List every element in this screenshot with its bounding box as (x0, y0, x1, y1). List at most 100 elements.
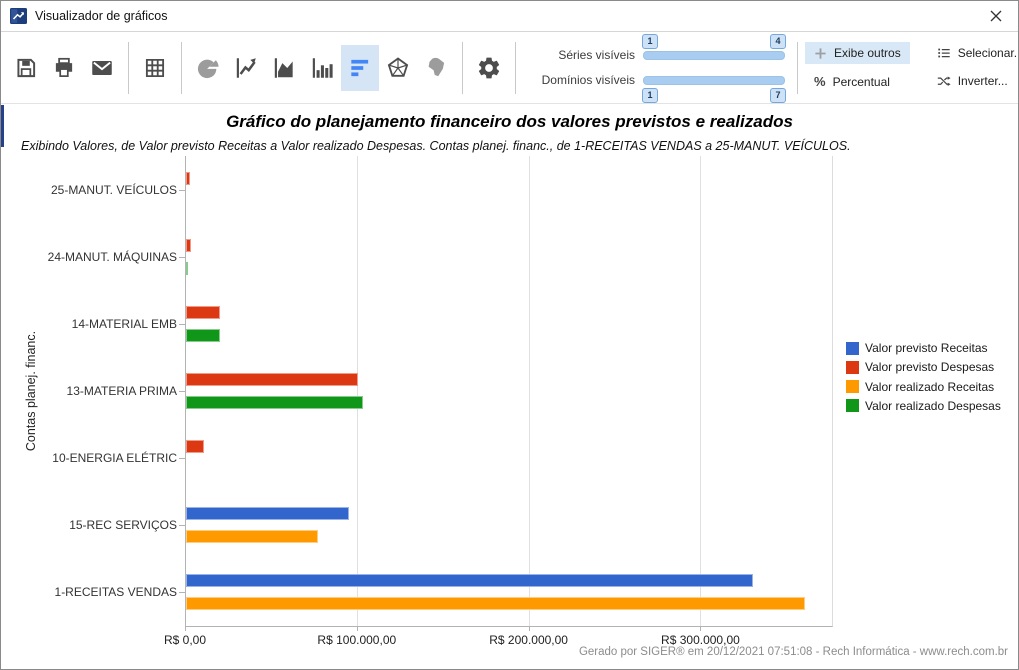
gridline (528, 156, 530, 626)
legend-label: Valor realizado Receitas (865, 379, 995, 394)
chart-subtitle: Exibindo Valores, de Valor previsto Rece… (21, 139, 851, 153)
area-chart-button[interactable] (265, 45, 303, 91)
legend-swatch (846, 360, 859, 374)
exibe-outros-button[interactable]: Exibe outros (805, 42, 910, 64)
pie-chart-icon (195, 55, 221, 81)
toolbar-separator (128, 41, 129, 94)
series-slider-track[interactable] (643, 50, 785, 60)
list-icon (937, 46, 951, 60)
percentual-button[interactable]: % Percentual (805, 70, 910, 93)
bar-valor-previsto-despesas (186, 440, 205, 454)
legend-item: Valor realizado Despesas (846, 399, 1001, 413)
window-title: Visualizador de gráficos (35, 9, 168, 23)
generated-by-footer: Gerado por SIGER® em 20/12/2021 07:51:08… (578, 646, 1008, 658)
bar-valor-realizado-despesas (186, 396, 363, 409)
gridline (356, 156, 358, 626)
visibility-sliders: Séries visíveis 1 4 Domínios visíveis 1 … (535, 33, 786, 103)
legend-item: Valor previsto Despesas (846, 360, 994, 374)
x-axis-tick-label: R$ 200.000,00 (489, 633, 568, 647)
category-label: 25-MANUT. VEÍCULOS (50, 182, 177, 197)
series-slider-max-handle[interactable]: 4 (770, 33, 786, 49)
series-slider-label: Séries visíveis (558, 48, 635, 62)
save-button[interactable] (7, 45, 45, 91)
radar-chart-button[interactable] (379, 45, 417, 91)
bar-valor-realizado-receitas (186, 597, 805, 611)
x-axis-tick (356, 627, 358, 631)
domains-slider-label: Domínios visíveis (541, 73, 635, 87)
legend-label: Valor previsto Receitas (865, 341, 988, 355)
y-axis-tick (179, 525, 185, 527)
chart-area: Gráfico do planejamento financeiro dos v… (1, 104, 1018, 669)
table-button[interactable] (136, 45, 174, 91)
line-chart-button[interactable] (227, 45, 265, 91)
domains-slider-row: Domínios visíveis 1 7 (535, 73, 786, 103)
series-slider-row: Séries visíveis 1 4 (535, 33, 786, 62)
bar-valor-previsto-despesas (186, 171, 190, 185)
legend-swatch (846, 399, 859, 413)
settings-gear-button[interactable] (470, 45, 508, 91)
toolbar-separator (797, 41, 798, 94)
close-icon (990, 10, 1002, 22)
gridline (700, 156, 702, 626)
plus-icon (814, 47, 827, 60)
pie-chart-button[interactable] (189, 45, 227, 91)
edge-decoration (1, 105, 4, 147)
email-icon (89, 55, 115, 81)
save-icon (13, 55, 39, 81)
category-label: 24-MANUT. MÁQUINAS (47, 249, 177, 264)
brazil-map-button[interactable] (417, 45, 455, 91)
x-axis-tick (700, 627, 702, 631)
shuffle-icon (937, 74, 951, 88)
toolbar-separator (515, 41, 516, 94)
print-button[interactable] (45, 45, 83, 91)
x-axis-tick-label: R$ 300.000,00 (661, 633, 740, 647)
bar-chart-button[interactable] (303, 45, 341, 91)
bar-valor-realizado-despesas (186, 261, 189, 275)
inverter-button[interactable]: Inverter... (928, 70, 1018, 92)
y-axis-tick (179, 592, 185, 594)
y-axis-tick (179, 391, 185, 392)
bar-valor-previsto-receitas (186, 507, 350, 521)
horizontal-bar-chart-icon (347, 55, 373, 81)
chart-title: Gráfico do planejamento financeiro dos v… (226, 112, 793, 131)
domains-slider-min-handle[interactable]: 1 (642, 87, 658, 103)
brazil-map-icon (423, 55, 449, 81)
bar-valor-previsto-receitas (186, 574, 753, 588)
app-icon (10, 8, 27, 24)
email-button[interactable] (83, 45, 121, 91)
series-slider-min-handle[interactable]: 1 (642, 33, 658, 49)
radar-chart-icon (385, 55, 411, 81)
print-icon (51, 55, 77, 81)
bar-valor-previsto-despesas (186, 373, 358, 386)
toolbar: Séries visíveis 1 4 Domínios visíveis 1 … (1, 32, 1018, 104)
legend-item: Valor realizado Receitas (846, 380, 994, 394)
table-icon (142, 55, 168, 81)
close-button[interactable] (973, 1, 1018, 31)
domains-slider-track[interactable] (643, 75, 785, 85)
bar-valor-realizado-despesas (186, 328, 220, 342)
x-axis-tick (185, 627, 186, 631)
category-label: 14-MATERIAL EMB (71, 316, 177, 331)
selecionar-button[interactable]: Selecionar... (928, 42, 1018, 64)
settings-gear-icon (476, 55, 502, 81)
category-label: 13-MATERIA PRIMA (66, 384, 177, 398)
plot-area (185, 156, 833, 627)
y-axis-tick (179, 458, 185, 460)
y-axis-tick (179, 323, 185, 325)
bar-valor-realizado-receitas (186, 530, 319, 544)
area-chart-icon (271, 55, 297, 81)
y-axis-tick (179, 256, 185, 258)
legend-label: Valor previsto Despesas (865, 360, 995, 375)
category-label: 1-RECEITAS VENDAS (54, 585, 177, 600)
domains-slider-max-handle[interactable]: 7 (770, 87, 786, 103)
x-axis-tick-label: R$ 0,00 (163, 633, 207, 647)
title-bar[interactable]: Visualizador de gráficos (1, 1, 1018, 32)
line-chart-icon (233, 55, 259, 81)
bar-valor-previsto-despesas (186, 238, 191, 252)
bar-valor-previsto-despesas (186, 305, 221, 319)
bar-chart-icon (309, 55, 335, 81)
percent-icon: % (814, 74, 826, 89)
horizontal-bar-chart-button[interactable] (341, 44, 379, 91)
legend-label: Valor realizado Despesas (865, 398, 1001, 413)
